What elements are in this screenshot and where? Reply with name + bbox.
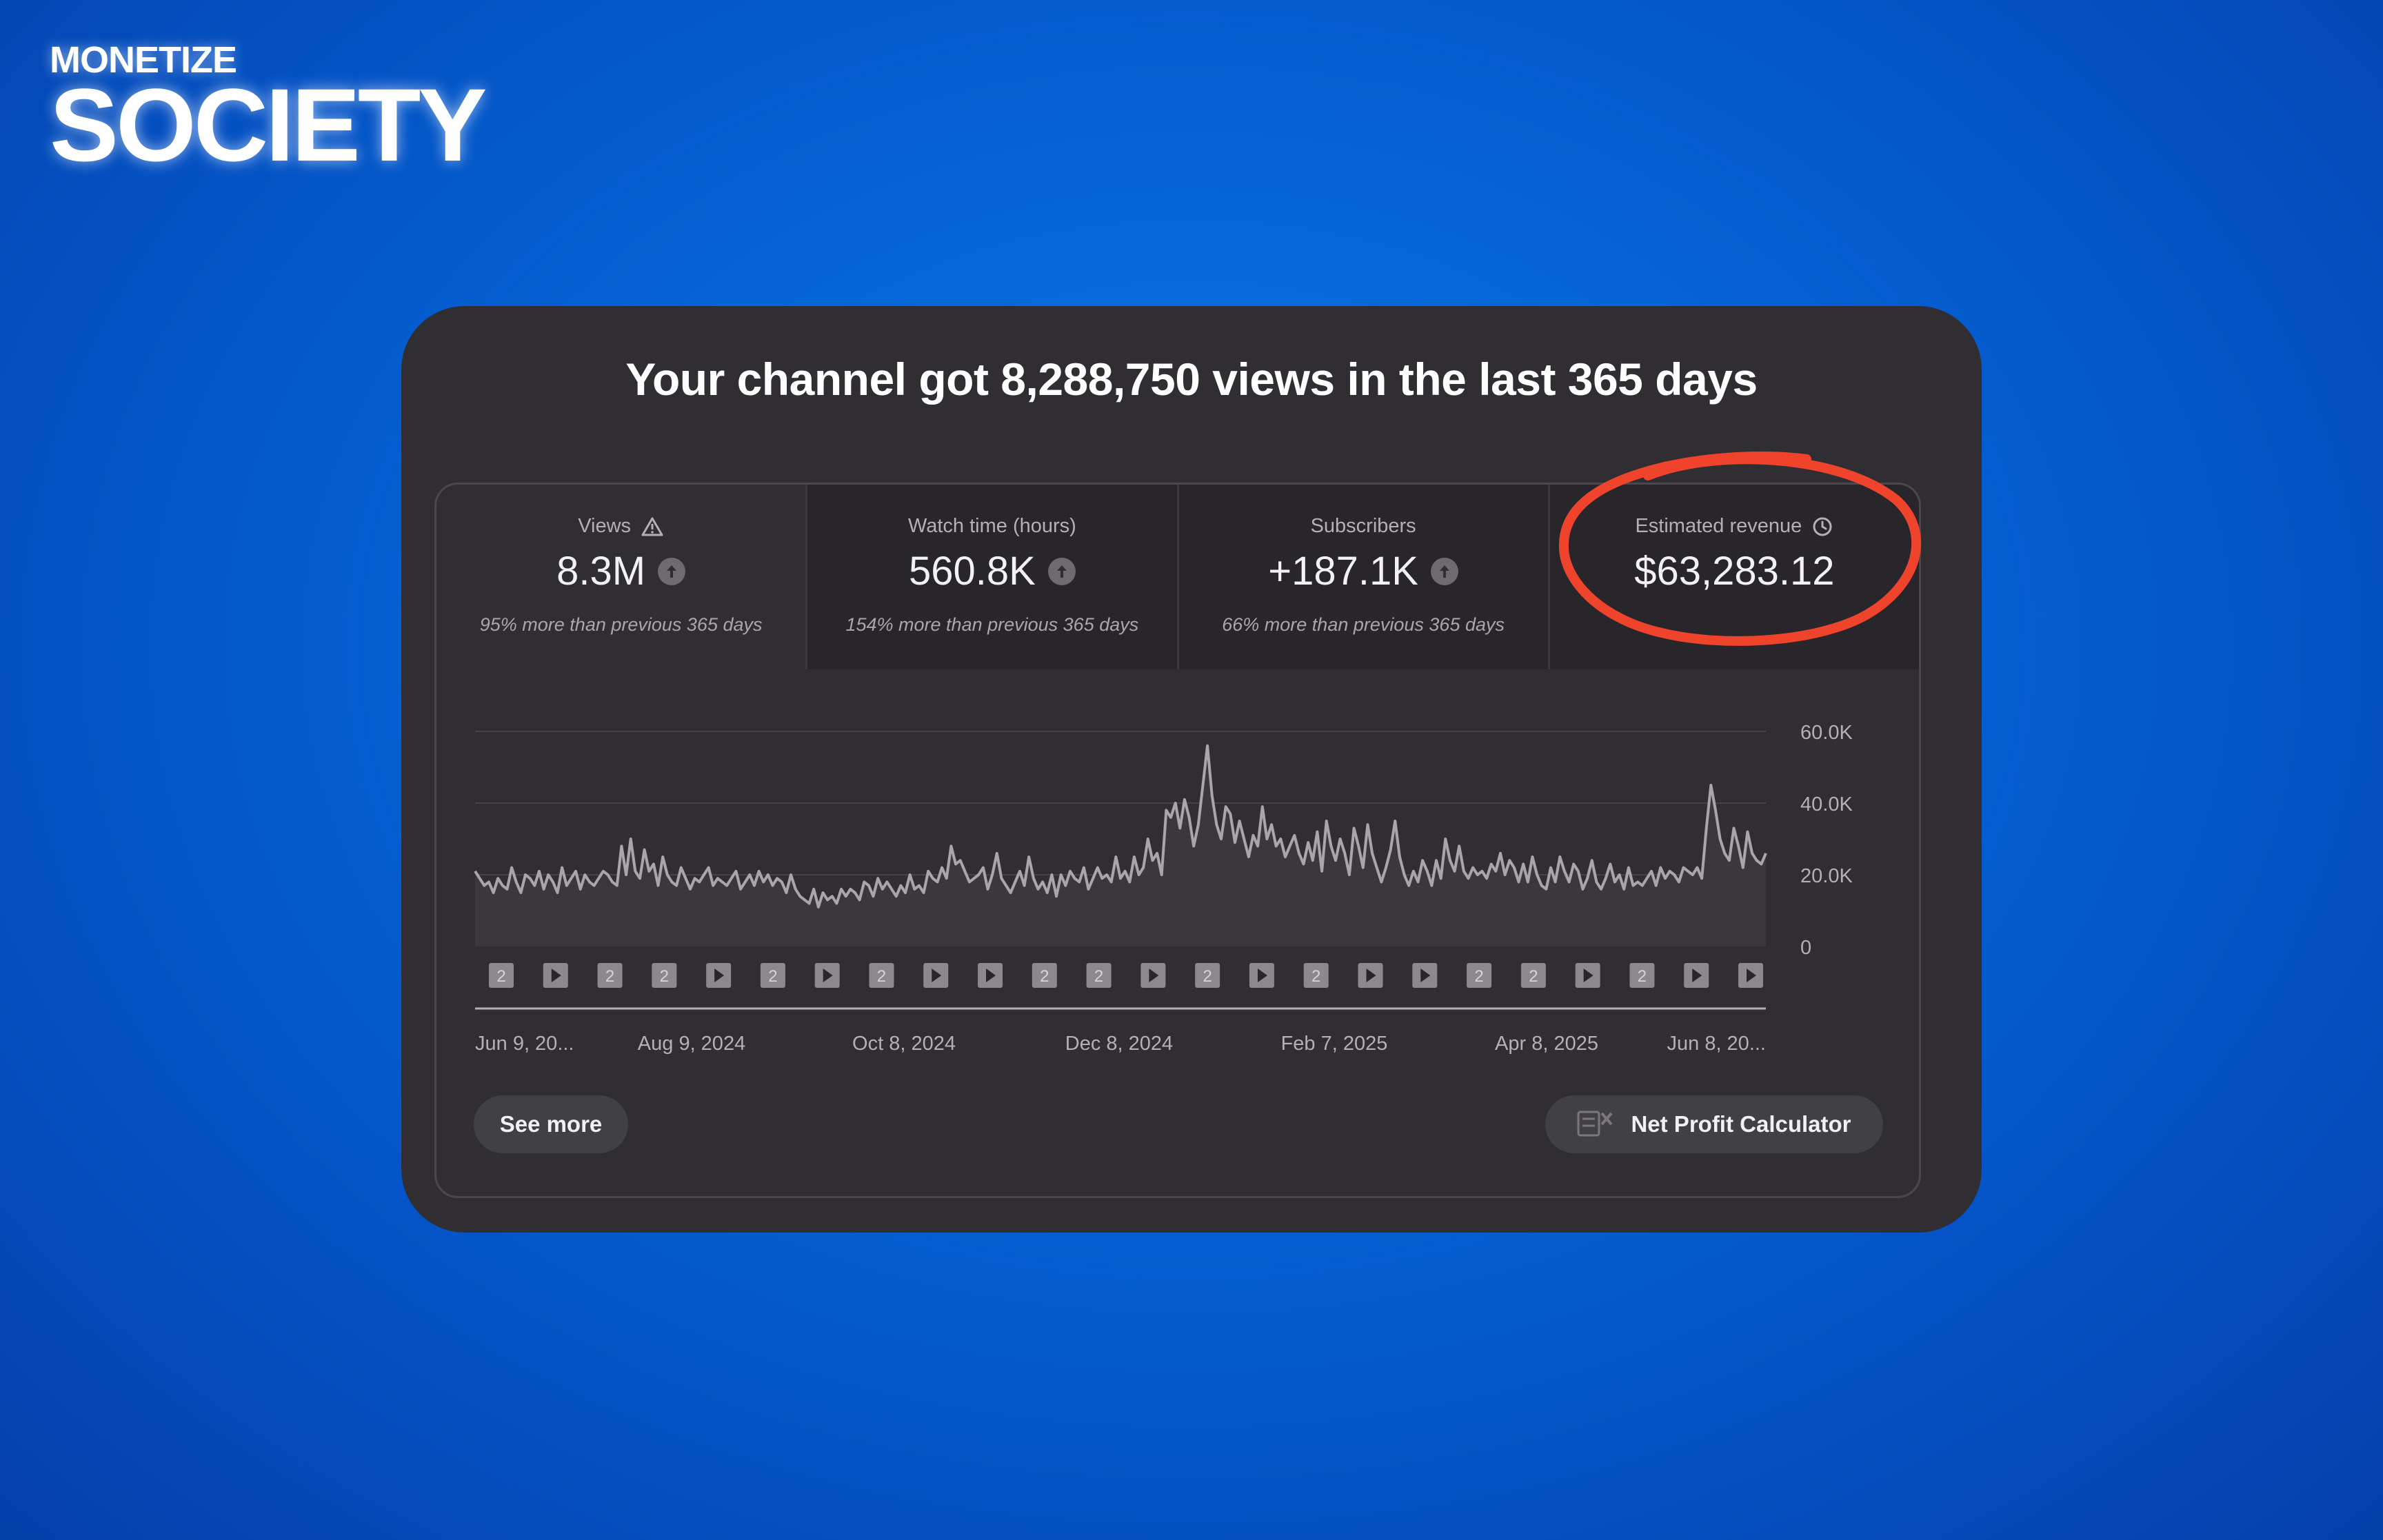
multi-video-marker <box>597 963 623 988</box>
metric-subscribers[interactable]: Subscribers +187.1K 66% more than previo… <box>1178 485 1550 669</box>
arrow-up-icon <box>1047 557 1076 585</box>
multi-video-marker <box>1086 963 1112 988</box>
play-icon <box>932 969 942 982</box>
series-area <box>475 745 1766 946</box>
x-tick-label: Apr 8, 2025 <box>1495 1033 1598 1055</box>
metric-comparison: 66% more than previous 365 days <box>1222 614 1505 635</box>
metric-label: Watch time (hours) <box>907 515 1076 537</box>
see-more-label: See more <box>499 1111 603 1137</box>
metrics-panel: Views 8.3M 95% more than previous 365 da… <box>434 483 1921 1198</box>
brand-logo: MONETIZE SOCIETY <box>50 39 487 183</box>
play-icon <box>1149 969 1159 982</box>
x-tick-label: Dec 8, 2024 <box>1065 1033 1173 1055</box>
marker-count-label: 2 <box>1311 967 1320 986</box>
y-tick-label: 40.0K <box>1800 793 1853 815</box>
marker-count-label: 2 <box>496 967 505 986</box>
metric-value: $63,283.12 <box>1634 549 1835 594</box>
headline: Your channel got 8,288,750 views in the … <box>625 354 1758 405</box>
arrow-up-icon <box>658 557 686 585</box>
multi-video-marker <box>760 963 785 988</box>
y-tick-label: 20.0K <box>1800 865 1853 887</box>
metric-watch-time[interactable]: Watch time (hours) 560.8K 154% more than… <box>807 485 1179 669</box>
play-icon <box>1257 969 1267 982</box>
x-tick-label: Feb 7, 2025 <box>1281 1033 1388 1055</box>
marker-count-label: 2 <box>768 967 777 986</box>
multi-video-marker <box>1032 963 1057 988</box>
metric-views[interactable]: Views 8.3M 95% more than previous 365 da… <box>436 485 808 669</box>
clock-icon <box>1813 517 1832 536</box>
multi-video-marker <box>652 963 677 988</box>
series-line <box>474 744 1767 909</box>
play-icon <box>1366 969 1376 982</box>
multi-video-marker <box>869 963 894 988</box>
brand-line-1: MONETIZE <box>50 39 237 81</box>
x-tick-label: Jun 9, 20... <box>475 1033 574 1055</box>
metric-value: +187.1K <box>1268 549 1418 594</box>
x-tick-label: Jun 8, 20... <box>1667 1033 1767 1055</box>
marker-count-label: 2 <box>1203 967 1211 986</box>
multi-video-marker <box>1303 963 1329 988</box>
x-tick-label: Aug 9, 2024 <box>638 1033 745 1055</box>
multi-video-marker <box>1195 963 1220 988</box>
marker-count-label: 2 <box>1529 967 1538 986</box>
net-profit-calculator-label: Net Profit Calculator <box>1631 1111 1851 1137</box>
play-icon <box>1583 969 1593 982</box>
marker-count-label: 2 <box>1474 967 1483 986</box>
metric-value: 560.8K <box>908 549 1036 594</box>
marker-count-label: 2 <box>1040 967 1049 986</box>
metric-comparison: 154% more than previous 365 days <box>845 614 1139 635</box>
calculator-logo-icon <box>1577 1109 1614 1139</box>
y-tick-label: 0 <box>1800 937 1811 959</box>
metric-value: 8.3M <box>556 549 646 594</box>
play-icon <box>551 969 561 982</box>
play-icon <box>1692 969 1702 982</box>
multi-video-marker <box>1629 963 1655 988</box>
marker-count-label: 2 <box>877 967 886 986</box>
net-profit-calculator-button[interactable]: Net Profit Calculator <box>1545 1095 1883 1153</box>
metric-label: Views <box>578 515 632 537</box>
play-icon <box>986 969 996 982</box>
multi-video-marker <box>1520 963 1546 988</box>
marker-count-label: 2 <box>1094 967 1103 986</box>
views-line-chart: 0 20.0K 40.0K 60.0K 2 2 2 2 2 2 2 2 2 2 2 2 Jun 9, 20...… <box>474 722 1853 1055</box>
y-tick-label: 60.0K <box>1800 722 1853 744</box>
play-icon <box>714 969 725 982</box>
marker-count-label: 2 <box>660 967 669 986</box>
x-tick-label: Oct 8, 2024 <box>852 1033 956 1055</box>
see-more-button[interactable]: See more <box>474 1095 628 1153</box>
metric-label: Estimated revenue <box>1635 515 1802 537</box>
marker-count-label: 2 <box>605 967 614 986</box>
metric-label: Subscribers <box>1310 515 1416 537</box>
play-icon <box>823 969 833 982</box>
multi-video-marker <box>489 963 514 988</box>
marker-count-label: 2 <box>1638 967 1647 986</box>
metric-comparison: 95% more than previous 365 days <box>479 614 763 635</box>
play-icon <box>1747 969 1756 982</box>
brand-line-2: SOCIETY <box>50 67 487 183</box>
highlight-circle <box>1558 452 1922 646</box>
arrow-up-icon <box>1430 557 1458 585</box>
multi-video-marker <box>1467 963 1492 988</box>
play-icon <box>1420 969 1431 982</box>
warning-icon <box>641 517 663 536</box>
